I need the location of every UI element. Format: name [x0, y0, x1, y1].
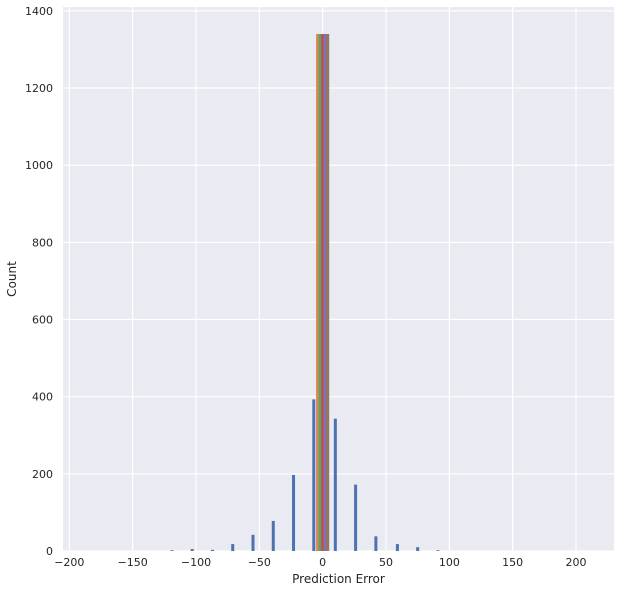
plot-area [63, 7, 614, 551]
histogram-bar [395, 544, 399, 551]
y-axis-label: Count [5, 261, 19, 297]
x-tick-label: 200 [566, 556, 587, 569]
x-tick-label: 100 [439, 556, 460, 569]
y-tick-labels: 0 200 400 600 800 1000 1200 1400 [25, 5, 53, 558]
y-tick-label: 400 [32, 391, 53, 404]
y-tick-label: 1200 [25, 82, 53, 95]
x-tick-label: −150 [118, 556, 148, 569]
x-tick-label: 0 [319, 556, 326, 569]
x-tick-label: 150 [502, 556, 523, 569]
histogram-bar [323, 34, 327, 552]
histogram-bar [416, 547, 420, 551]
histogram-bar [374, 536, 378, 551]
grid-lines [63, 7, 614, 552]
y-tick-label: 600 [32, 314, 53, 327]
histogram-bar [318, 34, 322, 552]
histogram-bar [271, 520, 275, 551]
histogram-bar [251, 534, 255, 551]
histogram-bar [210, 549, 214, 551]
y-tick-label: 0 [46, 545, 53, 558]
x-axis-label: Prediction Error [292, 572, 385, 586]
histogram-bar [312, 399, 316, 551]
bars [170, 34, 440, 552]
x-tick-label: −200 [54, 556, 84, 569]
x-tick-label: −50 [248, 556, 271, 569]
histogram-bar [436, 550, 440, 551]
x-tick-label: 50 [379, 556, 393, 569]
x-tick-labels: −200 −150 −100 −50 0 50 100 150 200 [54, 556, 586, 569]
histogram-bar [321, 34, 325, 552]
histogram-bar [170, 550, 174, 551]
y-tick-label: 1400 [25, 5, 53, 18]
histogram-bar [190, 549, 194, 551]
histogram-bar [333, 418, 337, 551]
y-tick-label: 1000 [25, 159, 53, 172]
histogram-bar [231, 544, 235, 551]
y-tick-label: 200 [32, 468, 53, 481]
y-tick-label: 800 [32, 236, 53, 249]
histogram-bar [326, 34, 330, 552]
histogram-bar [316, 34, 320, 552]
x-tick-label: −100 [181, 556, 211, 569]
histogram-bar [354, 484, 358, 551]
histogram-bar [292, 474, 296, 551]
